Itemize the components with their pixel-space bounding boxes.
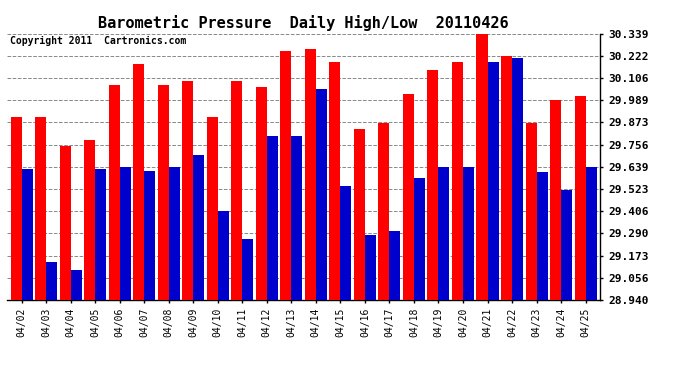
Bar [84,140,95,300]
Bar [501,56,512,300]
Bar [280,51,291,300]
Bar [70,270,81,300]
Bar [427,70,438,300]
Bar [550,100,561,300]
Bar [403,94,414,300]
Bar [133,64,144,300]
Bar [586,167,597,300]
Bar [463,167,474,300]
Bar [256,87,267,300]
Bar [365,235,376,300]
Bar [291,136,302,300]
Bar [305,49,316,300]
Bar [378,123,389,300]
Bar [477,33,488,300]
Bar [119,167,130,300]
Bar [414,178,425,300]
Bar [158,85,169,300]
Bar [354,129,365,300]
Bar [488,62,499,300]
Bar [231,81,242,300]
Bar [340,186,351,300]
Bar [537,172,548,300]
Bar [218,210,229,300]
Bar [182,81,193,300]
Bar [21,169,32,300]
Bar [193,155,204,300]
Title: Barometric Pressure  Daily High/Low  20110426: Barometric Pressure Daily High/Low 20110… [98,15,509,31]
Bar [526,123,537,300]
Bar [10,117,21,300]
Bar [46,262,57,300]
Bar [512,58,523,300]
Bar [207,117,218,300]
Bar [452,62,463,300]
Bar [561,190,572,300]
Text: Copyright 2011  Cartronics.com: Copyright 2011 Cartronics.com [10,36,186,46]
Bar [169,167,180,300]
Bar [438,167,449,300]
Bar [267,136,278,300]
Bar [389,231,400,300]
Bar [329,62,340,300]
Bar [575,96,586,300]
Bar [242,239,253,300]
Bar [144,171,155,300]
Bar [316,89,327,300]
Bar [35,117,46,300]
Bar [108,85,119,300]
Bar [95,169,106,300]
Bar [59,146,70,300]
